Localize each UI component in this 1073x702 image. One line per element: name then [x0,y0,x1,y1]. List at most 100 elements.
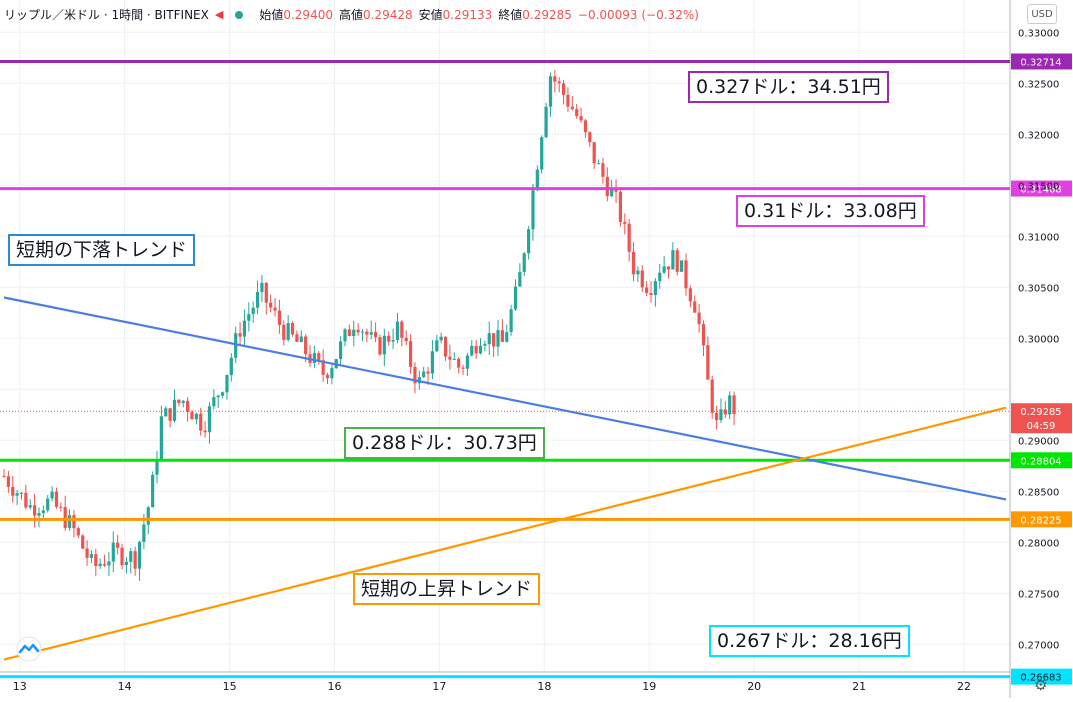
candle-body [120,547,124,566]
trend-line [3,296,1007,501]
candle-body [570,106,574,110]
candle-body [282,324,286,340]
candle-body [220,392,225,396]
candle-body [395,321,400,340]
candle-body [146,507,150,525]
candle-body [199,413,203,431]
candle-body [461,367,465,369]
low-value: 0.29133 [442,7,493,22]
candle-body [732,395,736,415]
y-tick-label: 0.27500 [1018,589,1059,600]
tradingview-logo-icon[interactable] [14,636,44,662]
candle-body [653,281,657,296]
symbol-title[interactable]: リップル／米ドル · 1時間 · BITFINEX [4,8,209,22]
currency-button[interactable]: USD [1027,4,1057,24]
candle-body [575,109,579,117]
candle-body [728,395,732,415]
candle-body [107,561,111,566]
candle-body [216,395,220,398]
candle-body [356,329,360,333]
candle-body [50,491,54,499]
x-tick-label: 19 [642,680,656,693]
candle-body [63,507,67,528]
candle-body [124,561,129,566]
candle-body [592,142,596,164]
candle-body [46,498,50,511]
level-price-label: 0.28225 [1020,515,1061,526]
market-status-icon [235,10,244,19]
candle-body [28,505,32,508]
candle-body [33,505,37,516]
candle-body [527,229,531,254]
candle-body [203,430,207,433]
candle-body [207,406,212,433]
candle-body [85,548,89,558]
candle-body [426,371,430,374]
x-tick-label: 15 [223,680,237,693]
candle-body [710,379,714,413]
candle-body [618,191,623,222]
candle-body [640,270,644,288]
x-tick-label: 21 [852,680,866,693]
trend-line [3,406,1007,661]
candle-body [509,309,513,333]
last-price-label: 0.29285 [1020,407,1061,418]
candle-body [391,339,395,342]
y-tick-label: 0.29000 [1018,436,1059,447]
level-price-label: 0.28804 [1020,456,1061,467]
candle-body [304,336,308,355]
candle-body [500,330,504,342]
candle-body [76,528,80,536]
x-tick-label: 22 [957,680,971,693]
candle-body [15,493,19,496]
candle-body [430,351,435,374]
candle-body [566,94,570,107]
candle-body [553,76,557,82]
flag-icon[interactable]: ◀ [214,8,224,21]
candle-body [41,510,45,513]
close-value: 0.29285 [522,7,572,22]
candle-body [474,345,478,354]
candle-body [212,397,216,407]
candle-body [478,345,483,354]
candle-body [697,312,701,325]
candle-body [186,400,190,412]
candle-body [706,345,710,380]
candle-body [623,221,627,224]
candle-body [588,132,592,143]
candle-body [59,506,63,508]
candle-body [225,374,229,393]
candle-body [492,333,496,347]
candle-body [557,81,561,84]
level-price-label: 0.31468 [1020,185,1061,196]
candle-body [142,524,146,542]
candle-body [518,271,522,287]
candle-body [238,333,242,337]
candle-body [645,287,649,294]
candle-body [684,260,688,289]
candle-body [723,409,727,415]
candle-body [290,323,295,335]
candle-body [448,356,452,360]
y-tick-label: 0.27000 [1018,640,1059,651]
candle-body [531,190,535,230]
candle-body [352,329,356,337]
candle-body [719,409,723,421]
y-tick-label: 0.28500 [1018,487,1059,498]
y-tick-label: 0.32000 [1018,130,1059,141]
candle-body [636,270,640,275]
gear-icon[interactable]: ⚙ [1034,676,1048,694]
annotation-resistance: 0.31ドル：33.08円 [736,195,925,227]
candle-body [251,307,255,315]
candle-body [295,334,299,342]
candle-body [631,251,636,275]
y-tick-label: 0.30500 [1018,283,1059,294]
candle-body [522,253,526,272]
x-tick-label: 14 [118,680,132,693]
candle-body [181,400,185,404]
close-label: 終値 [498,8,523,22]
candle-body [465,355,470,369]
candle-body [714,412,719,421]
candle-body [544,106,548,138]
candle-body [273,307,277,311]
